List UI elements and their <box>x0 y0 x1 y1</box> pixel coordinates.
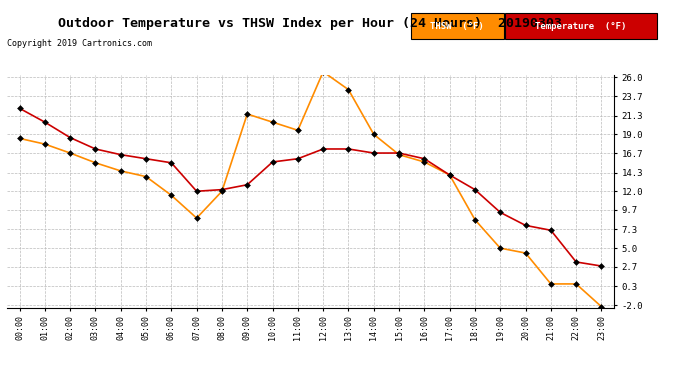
Text: THSW  (°F): THSW (°F) <box>431 22 484 31</box>
Text: Copyright 2019 Cartronics.com: Copyright 2019 Cartronics.com <box>7 39 152 48</box>
Text: Outdoor Temperature vs THSW Index per Hour (24 Hours)  20190303: Outdoor Temperature vs THSW Index per Ho… <box>59 17 562 30</box>
Text: Temperature  (°F): Temperature (°F) <box>535 22 627 31</box>
